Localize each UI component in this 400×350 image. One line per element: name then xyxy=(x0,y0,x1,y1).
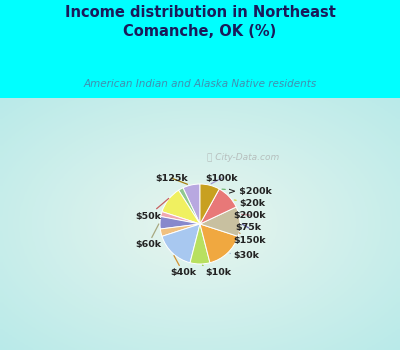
Text: > $200k: > $200k xyxy=(222,187,272,196)
Wedge shape xyxy=(160,224,200,236)
Text: American Indian and Alaska Native residents: American Indian and Alaska Native reside… xyxy=(83,79,317,89)
Text: $60k: $60k xyxy=(135,224,161,249)
Text: $50k: $50k xyxy=(135,198,169,220)
Text: $150k: $150k xyxy=(234,233,266,245)
Text: $100k: $100k xyxy=(206,174,238,184)
Text: ⓘ City-Data.com: ⓘ City-Data.com xyxy=(207,153,279,162)
Wedge shape xyxy=(200,184,219,224)
Wedge shape xyxy=(178,188,200,224)
Wedge shape xyxy=(162,190,200,224)
Text: Income distribution in Northeast
Comanche, OK (%): Income distribution in Northeast Comanch… xyxy=(64,5,336,39)
Wedge shape xyxy=(183,184,200,224)
Wedge shape xyxy=(161,212,200,224)
Text: $200k: $200k xyxy=(234,211,266,220)
Text: $20k: $20k xyxy=(234,199,265,208)
Wedge shape xyxy=(200,189,236,224)
Text: $10k: $10k xyxy=(202,265,231,277)
Text: $125k: $125k xyxy=(155,174,188,184)
Wedge shape xyxy=(200,207,240,236)
Text: $30k: $30k xyxy=(230,251,259,260)
Wedge shape xyxy=(200,224,238,263)
Wedge shape xyxy=(160,217,200,229)
Wedge shape xyxy=(162,224,200,263)
Text: $75k: $75k xyxy=(236,224,262,232)
Text: $40k: $40k xyxy=(170,256,196,277)
Wedge shape xyxy=(190,224,210,264)
